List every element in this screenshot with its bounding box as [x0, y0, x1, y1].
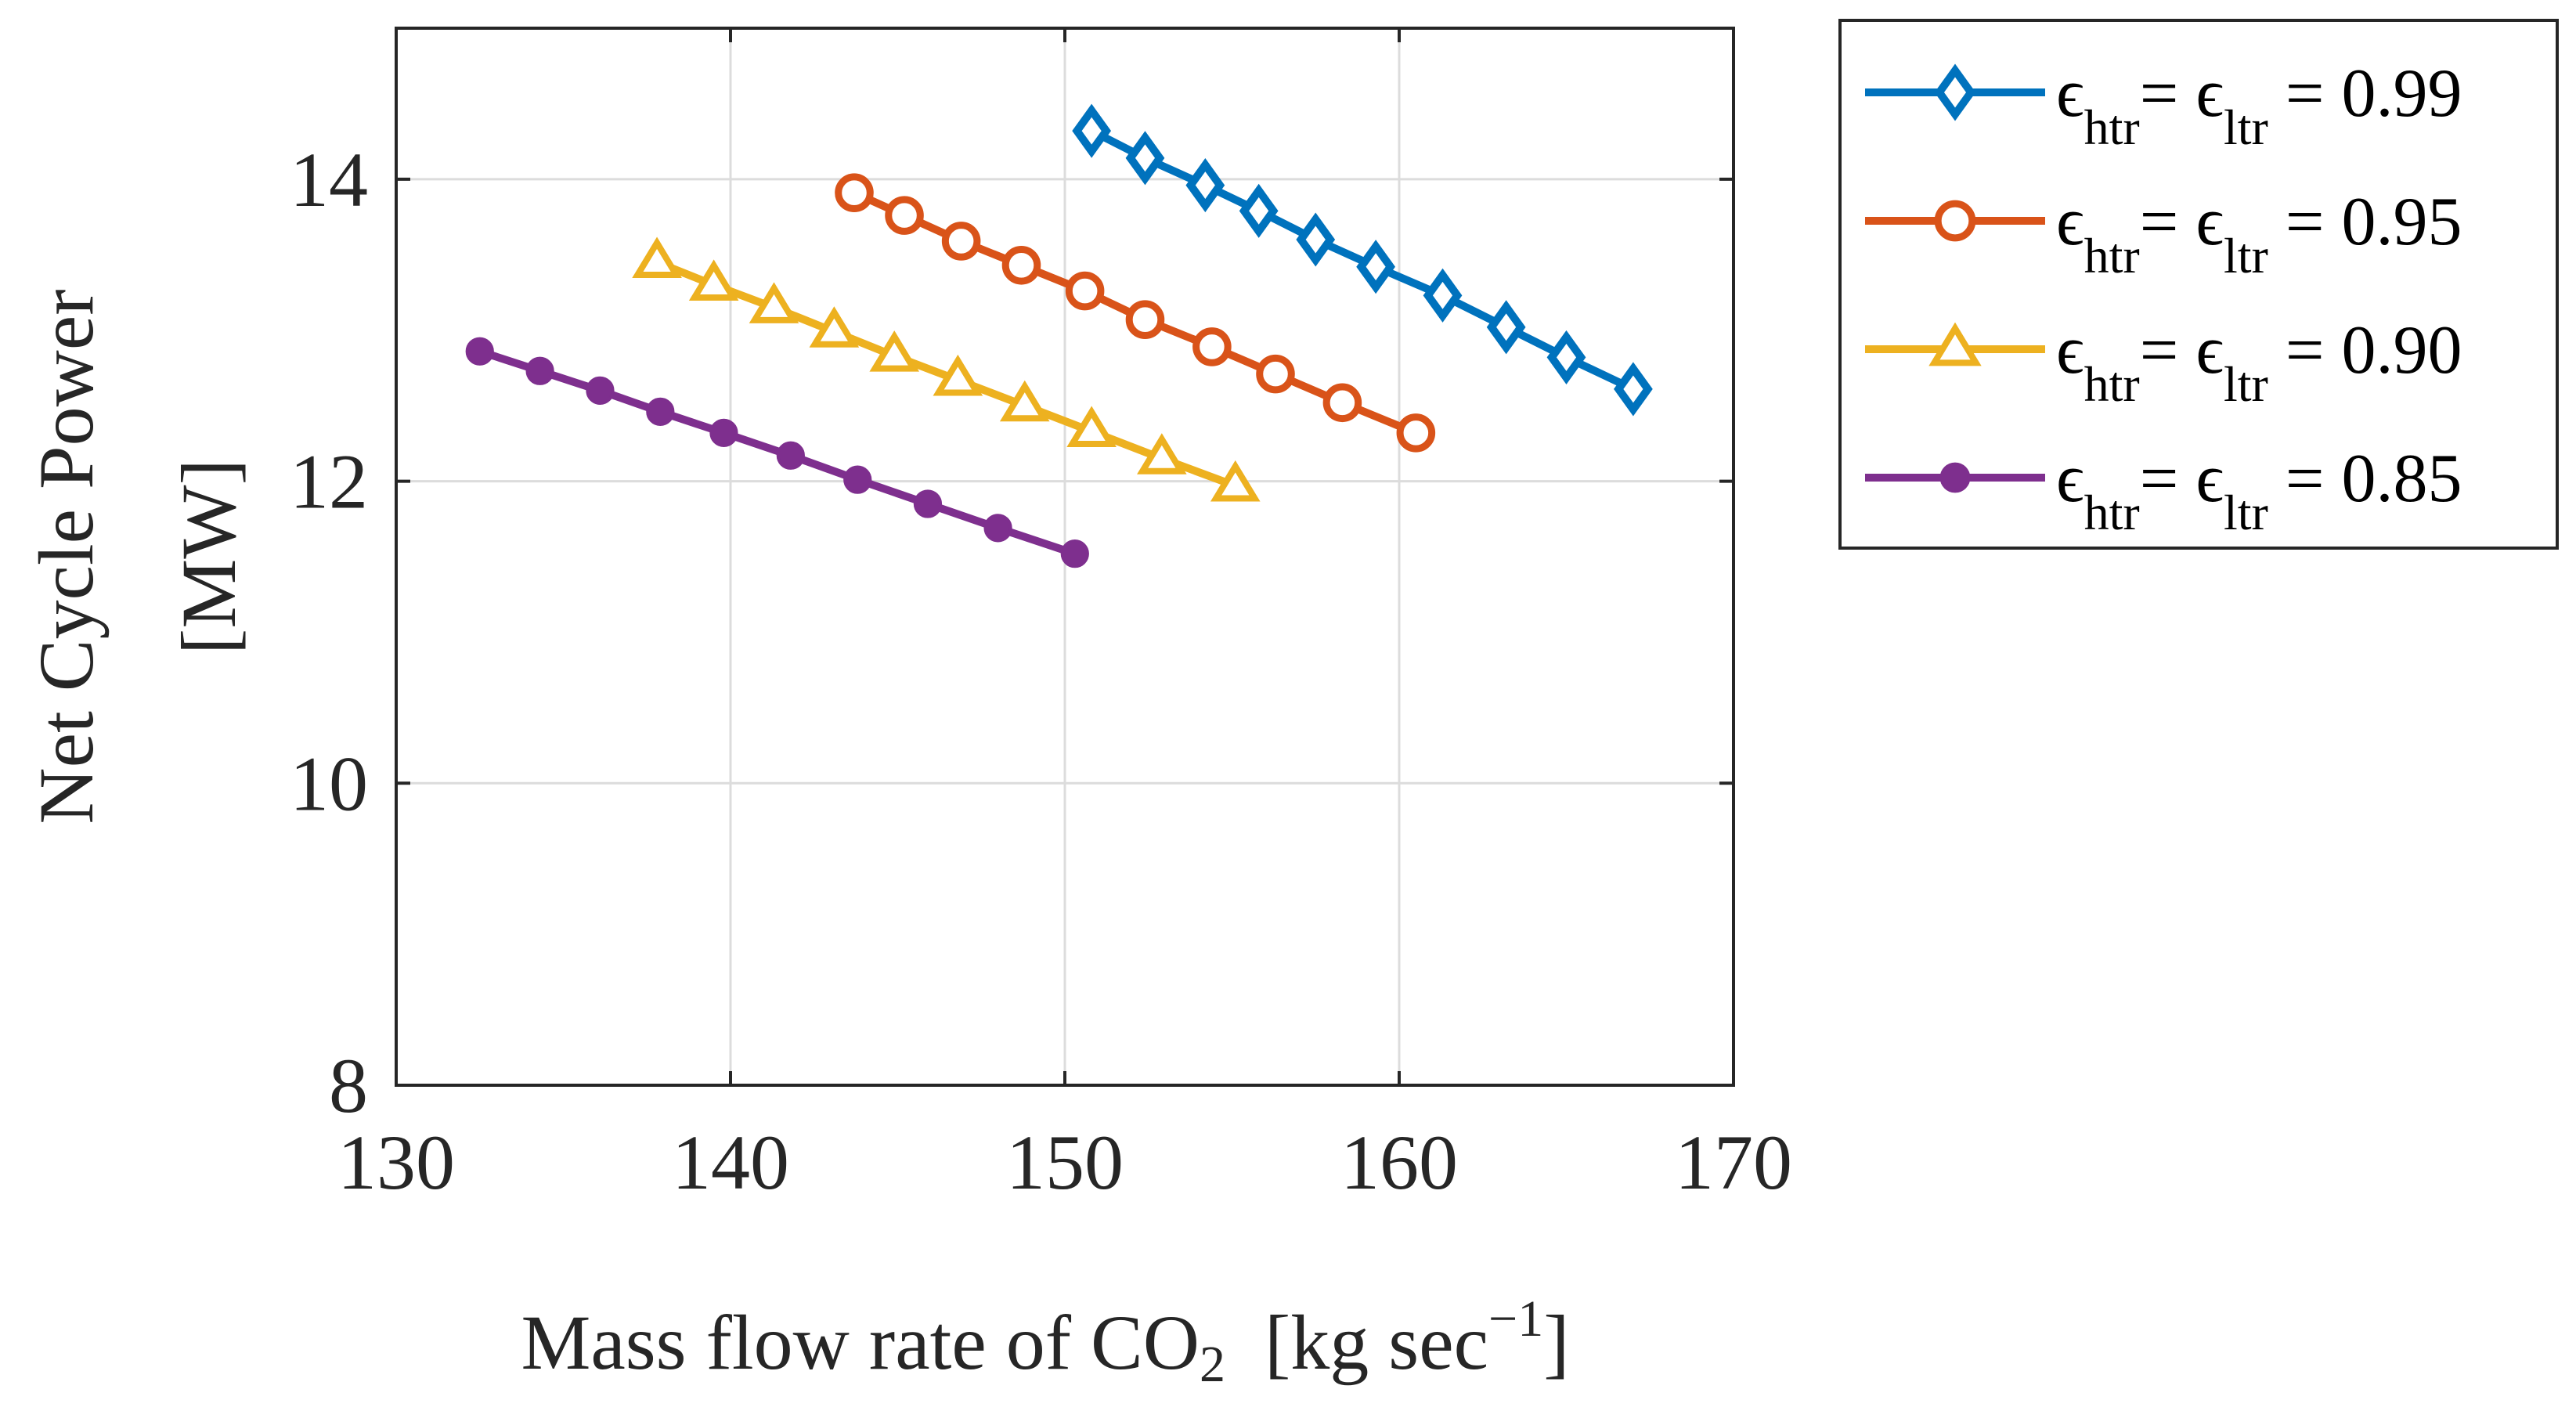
data-point: [646, 397, 675, 426]
series-1: [835, 173, 1436, 453]
data-point: [941, 222, 981, 261]
data-point: [1322, 383, 1362, 423]
x-axis-title-main: Mass flow rate of CO: [521, 1299, 1200, 1386]
y-axis-title-line2: [MW]: [165, 459, 252, 655]
legend-label: ϵhtr= ϵltr = 0.90: [2056, 312, 2462, 412]
legend-label: ϵhtr= ϵltr = 0.85: [2056, 441, 2462, 540]
x-tick-label: 130: [337, 1119, 455, 1206]
y-tick-label: 12: [290, 438, 368, 525]
y-tick-label: 8: [329, 1042, 368, 1129]
data-point: [1060, 539, 1089, 568]
series-0: [1072, 103, 1653, 417]
legend-marker: [1939, 462, 1971, 493]
legend-entry-1: ϵhtr= ϵltr = 0.95: [1865, 184, 2462, 283]
x-axis-title-unit-close: ]: [1543, 1299, 1569, 1386]
series-line: [478, 347, 1077, 557]
data-point: [809, 306, 860, 348]
data-point: [885, 196, 924, 235]
legend-marker: [1934, 63, 1976, 121]
series-line: [852, 189, 1418, 437]
data-point: [1066, 406, 1117, 448]
y-axis-title: Net Cycle Power [MW]: [23, 289, 252, 824]
y-tick-label: 10: [290, 740, 368, 827]
series-line: [655, 258, 1237, 490]
data-point: [1210, 460, 1261, 502]
data-point: [1239, 183, 1279, 238]
data-point: [843, 465, 872, 494]
data-point: [1192, 327, 1232, 366]
x-axis-title-unit-open: [kg sec: [1265, 1299, 1488, 1386]
axis-ticks: 130 140 150 160 170 8 10 12 14: [290, 28, 1792, 1206]
data-point: [1001, 246, 1041, 285]
x-axis-title-subscript: 2: [1200, 1336, 1225, 1393]
series-2: [632, 236, 1261, 502]
data-point: [1125, 300, 1165, 339]
data-point: [1614, 362, 1653, 417]
data-point: [776, 441, 805, 470]
legend-entry-3: ϵhtr= ϵltr = 0.85: [1865, 441, 2462, 540]
series-layer: [465, 103, 1653, 568]
y-tick-label: 14: [290, 136, 368, 223]
legend: ϵhtr= ϵltr = 0.99 ϵhtr= ϵltr = 0.95 ϵhtr= …: [1838, 19, 2559, 550]
x-tick-label: 170: [1675, 1119, 1792, 1206]
series-3: [465, 337, 1089, 568]
data-point: [749, 282, 799, 323]
data-point: [1125, 131, 1165, 186]
data-point: [1065, 271, 1105, 311]
legend-entry-2: ϵhtr= ϵltr = 0.90: [1865, 312, 2462, 412]
data-point: [465, 337, 494, 366]
data-point: [869, 330, 920, 372]
data-point: [632, 236, 682, 279]
data-point: [1423, 268, 1463, 323]
data-point: [586, 376, 615, 405]
data-point: [933, 354, 983, 396]
data-point: [688, 259, 739, 301]
legend-marker: [1928, 322, 1982, 366]
legend-label: ϵhtr= ϵltr = 0.99: [2056, 56, 2462, 155]
data-point: [1396, 413, 1436, 453]
x-tick-label: 150: [1006, 1119, 1124, 1206]
legend-entry-0: ϵhtr= ϵltr = 0.99: [1865, 56, 2462, 155]
data-point: [1137, 433, 1187, 474]
data-point: [709, 418, 738, 447]
data-point: [1072, 103, 1112, 158]
x-tick-label: 160: [1340, 1119, 1458, 1206]
data-point: [983, 514, 1012, 543]
data-point: [913, 489, 943, 518]
data-point: [1296, 212, 1336, 267]
data-point: [999, 380, 1050, 422]
data-point: [1256, 354, 1295, 394]
x-axis-title-unit-superscript: −1: [1488, 1290, 1543, 1348]
legend-label: ϵhtr= ϵltr = 0.95: [2056, 184, 2462, 283]
data-point: [1185, 158, 1225, 213]
y-axis-title-line1: Net Cycle Power: [23, 289, 110, 824]
x-tick-label: 140: [672, 1119, 789, 1206]
data-point: [1356, 240, 1395, 294]
x-axis-title: Mass flow rate of CO2 [kg sec−1]: [521, 1290, 1569, 1393]
data-point: [1486, 300, 1526, 355]
legend-marker: [1934, 200, 1976, 242]
data-point: [835, 173, 874, 212]
data-point: [525, 356, 554, 385]
series-line: [1089, 127, 1636, 393]
data-point: [1546, 330, 1586, 384]
